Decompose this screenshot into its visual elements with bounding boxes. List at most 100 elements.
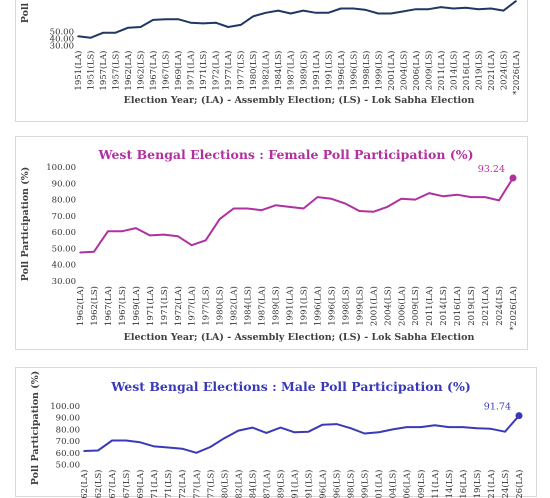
male-x-tick-label: 2009(LS) xyxy=(416,470,427,498)
male-x-tick-label: 2021(LA) xyxy=(486,470,497,498)
total-data-point xyxy=(353,8,355,10)
female-poll-chart: West Bengal Elections : Female Poll Part… xyxy=(16,137,529,351)
female-x-tick-label: 1996(LS) xyxy=(326,286,337,326)
female-x-tick-label: 1969(LA) xyxy=(131,286,142,326)
female-series-line xyxy=(80,178,513,253)
female-data-point xyxy=(79,252,81,254)
female-x-tick-label: 1989(LS) xyxy=(271,286,282,326)
male-data-point xyxy=(252,427,254,429)
total-x-tick-label: 1991(LA) xyxy=(311,51,322,91)
male-data-point xyxy=(504,431,506,433)
total-x-tick-label: 1989(LS) xyxy=(298,51,309,91)
total-data-point xyxy=(415,8,417,10)
female-data-point xyxy=(261,209,263,211)
female-x-tick-label: 1991(LA) xyxy=(285,286,296,326)
male-x-tick-label: 2014(LS) xyxy=(444,470,455,498)
female-x-tick-label: 1999(LS) xyxy=(354,286,365,326)
female-x-tick-label: 2006(LA) xyxy=(396,286,407,326)
total-data-point xyxy=(252,16,254,18)
female-x-tick-label: 1980(LS) xyxy=(215,286,226,326)
female-data-point xyxy=(345,203,347,205)
male-data-point xyxy=(378,432,380,434)
total-x-tick-label: 1971(LS) xyxy=(198,51,209,91)
male-x-tick-label: 1962(LA) xyxy=(79,470,90,498)
total-data-point xyxy=(115,32,117,34)
female-x-tick-label: 2009(LS) xyxy=(410,286,421,326)
total-data-point xyxy=(177,18,179,20)
total-x-tick-label: 1951(LS) xyxy=(86,51,97,91)
total-x-tick-label: 1957(LS) xyxy=(111,50,122,90)
female-data-point xyxy=(484,196,486,198)
total-data-point xyxy=(240,24,242,26)
total-x-tick-label: 1984(LS) xyxy=(273,51,284,91)
total-data-point xyxy=(440,6,442,8)
total-data-point xyxy=(315,12,317,14)
total-x-tick-label: 2001(LA) xyxy=(386,51,397,91)
male-x-tick-label: 1991(LA) xyxy=(289,470,300,498)
female-data-point xyxy=(135,227,137,229)
male-data-point xyxy=(153,446,155,448)
total-x-tick-label: 2014(LS) xyxy=(448,51,459,91)
female-x-tick-label: 1962(LA) xyxy=(75,286,86,326)
female-data-point xyxy=(303,208,305,210)
female-x-axis-label: Election Year; (LA) - Assembly Election;… xyxy=(124,332,475,343)
female-x-tick-label: *2026(LA) xyxy=(508,286,519,330)
male-y-tick-label: 80.00 xyxy=(56,425,80,435)
male-x-tick-label: 1969(LA) xyxy=(135,470,146,498)
total-data-point xyxy=(152,19,154,21)
total-x-tick-label: 2009(LS) xyxy=(423,51,434,91)
female-x-tick-label: 2021(LA) xyxy=(480,286,491,326)
total-data-point xyxy=(327,12,329,14)
total-x-tick-label: 2024(LS) xyxy=(498,51,509,91)
female-last-value-label: 93.24 xyxy=(478,164,505,175)
total-data-point xyxy=(215,22,217,24)
total-x-tick-label: 2004(LS) xyxy=(398,51,409,91)
female-data-point xyxy=(317,196,319,198)
total-x-tick-label: 1998(LS) xyxy=(361,51,372,91)
male-x-tick-label: 1998(LS) xyxy=(346,470,357,498)
male-data-point xyxy=(167,447,169,449)
total-x-tick-label: 1987(LA) xyxy=(286,51,297,91)
male-data-point xyxy=(139,441,141,443)
male-data-point xyxy=(336,423,338,425)
male-data-point xyxy=(448,426,450,428)
male-x-tick-label: 2001(LA) xyxy=(374,470,385,498)
female-x-tick-label: 1982(LA) xyxy=(229,286,240,326)
total-data-point xyxy=(478,8,480,10)
female-data-point xyxy=(373,211,375,213)
total-y-axis-label: Poll Participation (%) xyxy=(20,0,31,23)
total-x-tick-label: 1996(LA) xyxy=(336,51,347,91)
male-data-point xyxy=(322,424,324,426)
male-data-point xyxy=(476,427,478,429)
male-x-tick-label: 1996(LS) xyxy=(332,470,343,498)
male-y-tick-label: 70.00 xyxy=(56,437,80,447)
total-x-tick-label: 1967(LS) xyxy=(161,51,172,91)
male-x-tick-label: 1984(LS) xyxy=(247,470,258,498)
female-data-point xyxy=(191,244,193,246)
total-x-tick-label: 1980(LS) xyxy=(248,51,259,91)
total-x-tick-label: 2021(LA) xyxy=(486,51,497,91)
female-data-point xyxy=(177,235,179,237)
male-data-point xyxy=(350,427,352,429)
male-data-point xyxy=(209,446,211,448)
male-data-point xyxy=(364,433,366,435)
total-poll-chart-card: Poll Participation (%)30.0040.0050.00195… xyxy=(15,0,528,122)
female-x-tick-label: 2014(LS) xyxy=(438,286,449,326)
female-y-axis-label: Poll Participation (%) xyxy=(20,167,31,282)
male-y-axis-label: Poll Participation (%) xyxy=(30,371,41,486)
male-data-point xyxy=(238,430,240,432)
total-x-tick-label: 2019(LS) xyxy=(473,51,484,91)
male-x-tick-label: 2004(LS) xyxy=(388,470,399,498)
total-x-tick-label: 2006(LA) xyxy=(411,51,422,91)
male-data-point xyxy=(294,432,296,434)
female-data-point xyxy=(219,218,221,220)
total-data-point xyxy=(277,10,279,12)
male-x-tick-label: 1977(LS) xyxy=(205,470,216,498)
male-data-point xyxy=(516,412,523,419)
female-data-point xyxy=(510,175,517,182)
female-x-tick-label: 2019(LS) xyxy=(466,286,477,326)
total-data-point xyxy=(265,12,267,14)
female-data-point xyxy=(121,231,123,233)
total-x-tick-label: 1977(LS) xyxy=(236,51,247,91)
total-data-point xyxy=(515,0,517,2)
